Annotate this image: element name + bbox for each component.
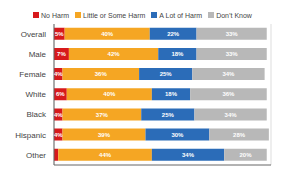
svg-text:42%: 42% (108, 51, 121, 57)
svg-text:White: White (26, 90, 47, 99)
svg-text:22%: 22% (167, 31, 180, 37)
html-text:No Harm: No Harm (41, 11, 70, 19)
svg-text:Hispanic: Hispanic (15, 131, 46, 140)
svg-text:4%: 4% (54, 112, 63, 118)
svg-text:36%: 36% (222, 91, 235, 97)
svg-text:39%: 39% (98, 132, 111, 138)
svg-text:6%: 6% (56, 91, 65, 97)
svg-text:33%: 33% (226, 51, 239, 57)
svg-text:34%: 34% (182, 152, 195, 158)
svg-text:30%: 30% (171, 132, 184, 138)
svg-text:25%: 25% (160, 71, 173, 77)
svg-text:34%: 34% (222, 71, 235, 77)
svg-text:28%: 28% (233, 132, 246, 138)
svg-text:36%: 36% (95, 71, 108, 77)
svg-text:20%: 20% (239, 152, 252, 158)
svg-text:Black: Black (26, 110, 47, 119)
svg-text:18%: 18% (165, 91, 178, 97)
svg-text:40%: 40% (103, 91, 116, 97)
html-text:Little or Some Harm: Little or Some Harm (83, 11, 146, 19)
svg-text:18%: 18% (171, 51, 184, 57)
svg-text:4%: 4% (54, 132, 63, 138)
svg-text:25%: 25% (162, 112, 175, 118)
svg-text:Male: Male (29, 50, 47, 59)
svg-text:40%: 40% (101, 31, 114, 37)
html-text:Don’t Know: Don’t Know (216, 11, 252, 19)
svg-text:Overall: Overall (21, 30, 47, 39)
svg-text:34%: 34% (225, 112, 238, 118)
svg-text:44%: 44% (99, 152, 112, 158)
svg-text:33%: 33% (226, 31, 239, 37)
svg-text:4%: 4% (54, 71, 63, 77)
svg-text:7%: 7% (57, 51, 66, 57)
svg-text:Other: Other (26, 151, 46, 160)
svg-text:37%: 37% (96, 112, 109, 118)
svg-text:5%: 5% (55, 31, 64, 37)
html-text:A Lot of Harm: A Lot of Harm (159, 11, 203, 19)
svg-text:Female: Female (19, 70, 46, 79)
